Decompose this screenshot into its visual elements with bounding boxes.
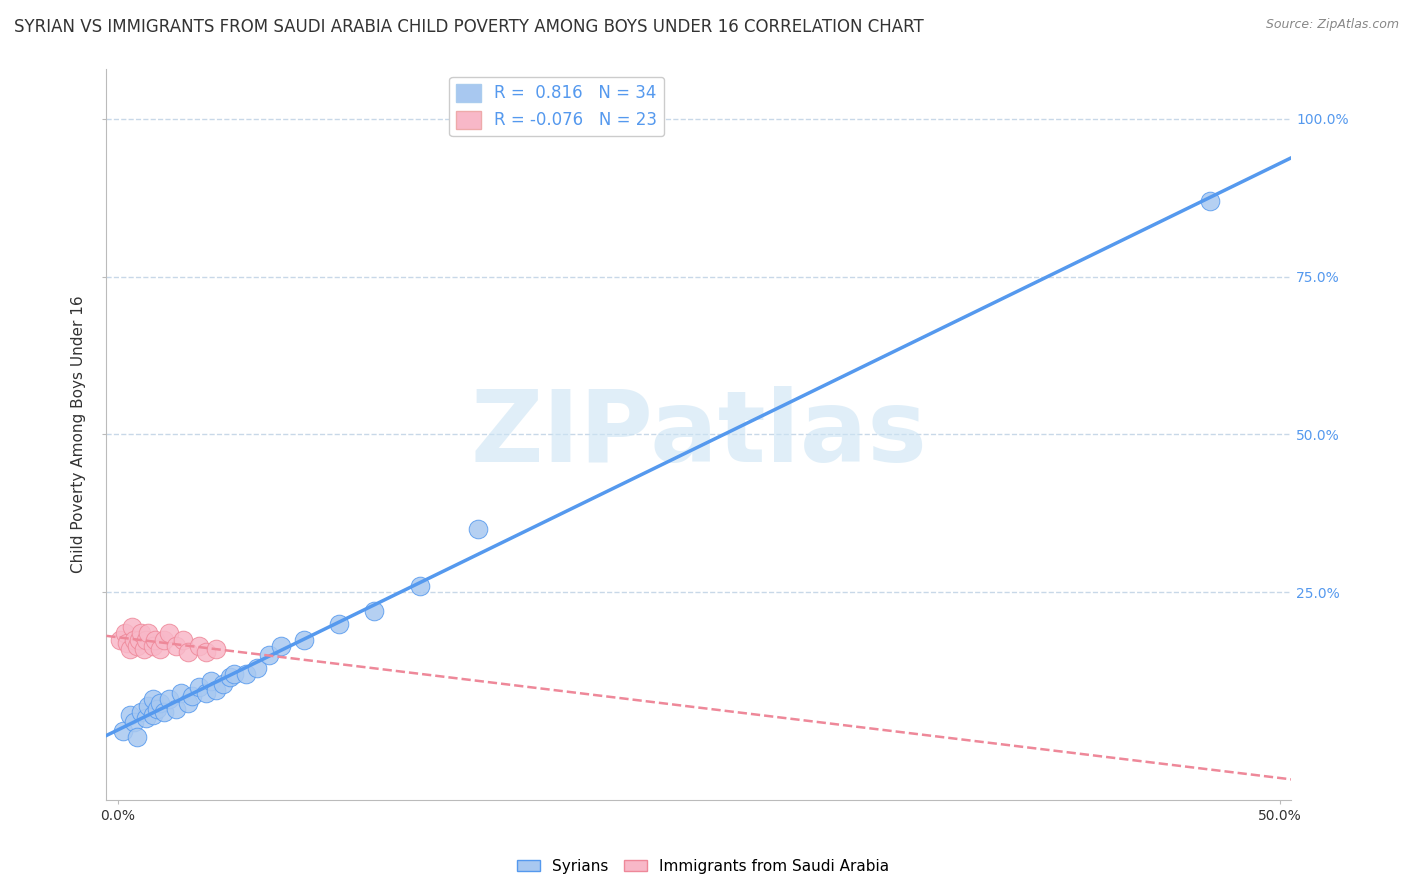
Point (117, 636, 139, 650)
Point (149, 642, 172, 657)
Point (136, 698, 159, 713)
Point (200, 673, 222, 688)
Point (146, 702, 169, 716)
Point (129, 626, 152, 640)
Point (142, 708, 165, 723)
Point (125, 639, 148, 653)
Point (176, 645, 198, 659)
Point (121, 620, 143, 634)
Point (270, 639, 292, 653)
Text: Source: ZipAtlas.com: Source: ZipAtlas.com (1265, 18, 1399, 31)
Point (204, 642, 226, 657)
Point (257, 648, 280, 663)
Point (188, 680, 211, 694)
Point (172, 632, 194, 647)
Point (122, 632, 145, 647)
Point (165, 639, 187, 653)
Point (129, 705, 152, 719)
Point (153, 705, 176, 719)
Text: SYRIAN VS IMMIGRANTS FROM SAUDI ARABIA CHILD POVERTY AMONG BOYS UNDER 16 CORRELA: SYRIAN VS IMMIGRANTS FROM SAUDI ARABIA C… (14, 18, 924, 36)
Point (1199, 194, 1222, 208)
Point (170, 686, 193, 700)
Text: ZIPatlas: ZIPatlas (471, 386, 928, 483)
Point (136, 626, 159, 640)
Point (153, 632, 176, 647)
Point (110, 632, 132, 647)
Point (122, 714, 145, 729)
Point (165, 702, 187, 716)
Point (181, 690, 204, 704)
Point (363, 604, 385, 618)
Point (246, 661, 269, 675)
Legend: R =  0.816   N = 34, R = -0.076   N = 23: R = 0.816 N = 34, R = -0.076 N = 23 (450, 77, 664, 136)
Point (132, 642, 155, 657)
Point (188, 639, 211, 653)
Y-axis label: Child Poverty Among Boys Under 16: Child Poverty Among Boys Under 16 (72, 295, 86, 574)
Point (118, 642, 141, 657)
Point (118, 708, 141, 723)
Point (218, 670, 240, 684)
Point (292, 632, 315, 647)
Point (195, 645, 218, 659)
Point (409, 579, 432, 593)
Point (114, 626, 136, 640)
Point (176, 696, 198, 710)
Point (142, 692, 165, 706)
Point (157, 626, 180, 640)
Point (224, 667, 246, 681)
Point (157, 692, 180, 706)
Point (195, 686, 218, 700)
Point (204, 683, 226, 698)
Point (143, 632, 166, 647)
Point (149, 696, 172, 710)
Point (125, 731, 148, 745)
Point (235, 667, 257, 681)
Point (467, 522, 489, 536)
Point (135, 632, 157, 647)
Point (142, 639, 165, 653)
Point (328, 616, 350, 631)
Legend: Syrians, Immigrants from Saudi Arabia: Syrians, Immigrants from Saudi Arabia (510, 853, 896, 880)
Point (211, 677, 233, 691)
Point (135, 711, 157, 725)
Point (128, 632, 150, 647)
Point (111, 724, 134, 739)
